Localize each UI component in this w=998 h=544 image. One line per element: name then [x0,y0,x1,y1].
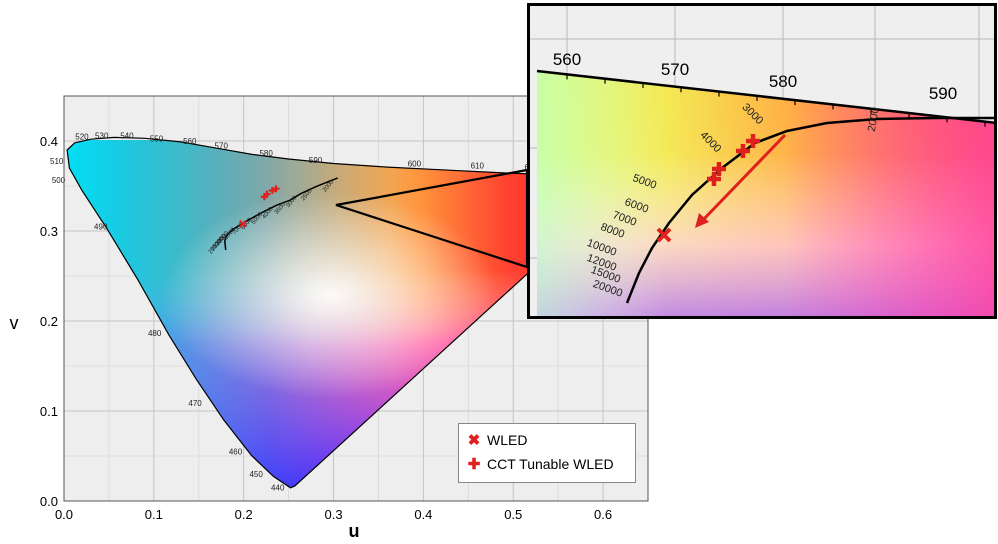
cct-tunable-marker [268,187,276,194]
cct-tunable-marker [263,190,271,198]
inset-planckian-locus [625,116,997,304]
inset-cct-marker [707,172,721,186]
inset-tuning-arrowhead [695,213,709,228]
wavelength-label: 480 [148,329,162,338]
spectral-locus-outline [66,136,626,489]
cct-tunable-marker [272,185,280,193]
y-tick-label: 0.0 [40,494,58,509]
wavelength-labels: 440 450 460 470 480 490 500 510 520 530 540 550 560 5… [50,132,538,493]
y-tick-label: 0.3 [40,224,58,239]
inset-tuning-arrow [700,133,787,223]
inset-wavelength-label: 590 [929,84,957,103]
inset-cct-marker [736,144,750,158]
wavelength-label: 510 [50,157,64,166]
wavelength-label: 460 [229,448,243,457]
x-tick-label: 0.1 [145,507,163,522]
wavelength-label: 500 [52,176,66,185]
inset-markers [656,134,760,243]
x-tick-label: 0.3 [324,507,342,522]
x-marker-icon: ✖ [467,432,481,449]
plus-marker-icon: ✚ [467,456,481,473]
legend: ✖ WLED ✚ CCT Tunable WLED [458,423,636,483]
wavelength-label: 560 [183,137,197,146]
wavelength-label: 470 [188,399,202,408]
x-axis-label: u [349,521,360,541]
inset-top-ticks: 560 570 580 590 [553,50,986,127]
y-tick-label: 0.4 [40,134,58,149]
legend-item-cct: ✚ CCT Tunable WLED [467,455,614,473]
wavelength-label: 550 [150,134,164,143]
wavelength-label: 440 [271,484,285,493]
legend-item-wled: ✖ WLED [467,431,528,449]
x-tick-label: 0.4 [414,507,432,522]
inset-wavelength-label: 580 [769,72,797,91]
y-axis-label: v [10,313,19,333]
inset-wavelength-label: 560 [553,50,581,69]
x-tick-label: 0.6 [594,507,612,522]
wavelength-label: 530 [95,132,109,141]
inset-wled-marker [656,227,672,243]
inset-wavelength-label: 570 [661,60,689,79]
y-tick-label: 0.1 [40,404,58,419]
inset-cct-marker [712,162,726,176]
legend-label-wled: WLED [487,432,528,448]
inset-cct-label: 2000 [866,106,882,132]
x-tick-label: 0.5 [504,507,522,522]
wavelength-label: 580 [259,149,273,158]
planckian-locus [224,177,338,250]
data-markers [239,185,280,228]
wavelength-label: 570 [215,142,229,151]
wavelength-label: 590 [309,156,323,165]
wavelength-label: 610 [471,161,485,170]
wavelength-label: 540 [120,132,134,141]
wavelength-label: 490 [94,223,108,232]
legend-label-cct: CCT Tunable WLED [487,456,614,472]
x-tick-label: 0.0 [55,507,73,522]
wavelength-label: 520 [75,133,89,142]
inset-frame [527,3,997,319]
x-tick-label: 0.2 [235,507,253,522]
wavelength-label: 450 [249,470,263,479]
inset-spectral-locus [536,69,997,125]
wled-marker [239,220,247,228]
y-tick-label: 0.2 [40,314,58,329]
wavelength-label: 600 [408,160,422,169]
axis-ticks: 0.0 0.1 0.2 0.3 0.4 0.5 0.6 0.0 0.1 0.2 0.3 0.4 [40,134,612,522]
inset-cct-marker [746,134,760,148]
